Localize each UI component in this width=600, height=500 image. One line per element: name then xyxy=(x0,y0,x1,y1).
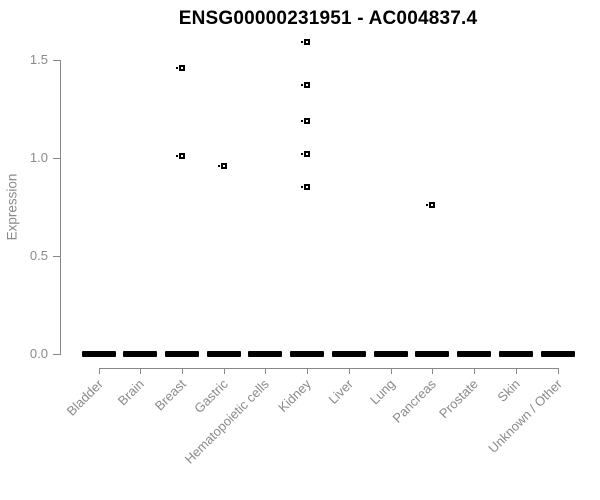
x-tick-mark xyxy=(557,368,559,374)
zero-box xyxy=(415,351,450,357)
y-tick-label: 0.5 xyxy=(29,248,48,263)
y-tick-label: 1.5 xyxy=(29,52,48,67)
x-tick-mark xyxy=(223,368,225,374)
outlier-point xyxy=(301,184,311,191)
x-tick-mark xyxy=(307,368,309,374)
x-tick-mark xyxy=(390,368,392,374)
x-tick-mark xyxy=(432,368,434,374)
y-tick-label: 1.0 xyxy=(29,150,48,165)
zero-box xyxy=(498,351,533,357)
x-tick-mark xyxy=(140,368,142,374)
outlier-point xyxy=(426,202,436,209)
outlier-point xyxy=(301,151,311,158)
zero-box xyxy=(165,351,200,357)
chart-title: ENSG00000231951 - AC004837.4 xyxy=(178,8,478,29)
x-tick-mark xyxy=(265,368,267,374)
zero-box xyxy=(290,351,325,357)
zero-box xyxy=(81,351,116,357)
x-tick-mark xyxy=(474,368,476,374)
zero-box xyxy=(540,351,575,357)
y-tick-mark xyxy=(53,60,60,61)
x-tick-mark xyxy=(182,368,184,374)
zero-box xyxy=(331,351,366,357)
y-axis-line xyxy=(60,60,61,355)
zero-box xyxy=(123,351,158,357)
outlier-point xyxy=(176,64,186,71)
zero-box xyxy=(206,351,241,357)
outlier-point xyxy=(217,162,227,169)
zero-box xyxy=(373,351,408,357)
zero-box xyxy=(248,351,283,357)
x-tick-mark xyxy=(98,368,100,374)
outlier-point xyxy=(176,153,186,160)
outlier-point xyxy=(301,117,311,124)
y-tick-label: 0.0 xyxy=(29,346,48,361)
y-tick-mark xyxy=(53,354,60,355)
x-tick-mark xyxy=(348,368,350,374)
y-tick-mark xyxy=(53,158,60,159)
outlier-point xyxy=(301,39,311,46)
y-tick-mark xyxy=(53,256,60,257)
outlier-point xyxy=(301,82,311,89)
zero-box xyxy=(457,351,492,357)
x-tick-mark xyxy=(515,368,517,374)
x-axis-line xyxy=(98,368,559,369)
